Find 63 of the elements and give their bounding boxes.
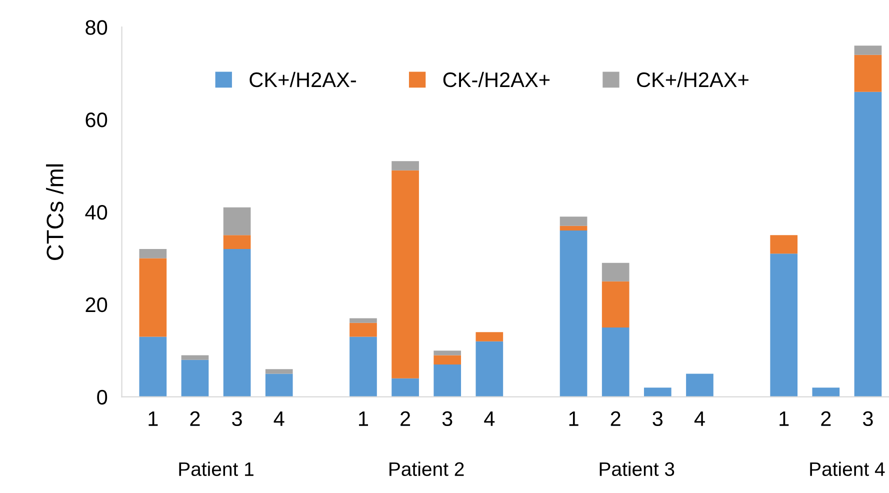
- x-tick-label: 4: [274, 412, 284, 426]
- bar: [392, 161, 419, 170]
- bar: [223, 248, 251, 397]
- bar: [223, 207, 251, 236]
- y-tick-label: 60: [86, 112, 108, 128]
- x-tick-label: 2: [821, 411, 831, 426]
- x-tick-label: 1: [359, 412, 368, 426]
- x-tick-label: 1: [569, 412, 578, 426]
- legend-label: CK+/H2AX+: [637, 72, 748, 88]
- bar: [350, 336, 377, 397]
- bar: [602, 281, 630, 328]
- bar: [139, 248, 167, 258]
- bar: [392, 378, 419, 397]
- bar: [854, 54, 882, 92]
- y-tick-label: 0: [97, 390, 108, 405]
- bar: [350, 318, 377, 323]
- bar: [139, 258, 167, 337]
- bar: [181, 355, 209, 360]
- text: Patient 4: [810, 462, 885, 476]
- bar: [812, 388, 840, 397]
- x-tick-label: 4: [484, 412, 495, 426]
- y-tick-label: 80: [86, 20, 108, 35]
- x-tick-label: 3: [652, 411, 663, 426]
- bar: [770, 235, 798, 254]
- y-tick-label: 40: [85, 204, 108, 220]
- bar: [265, 369, 293, 374]
- bar: [560, 216, 588, 226]
- x-tick-label: 1: [780, 412, 789, 426]
- bar: [434, 364, 462, 397]
- bar: [265, 374, 293, 397]
- bar: [770, 254, 798, 397]
- bar: [644, 388, 672, 397]
- text: Patient 1: [179, 462, 254, 476]
- x-tick-label: 2: [190, 411, 200, 426]
- bar: [560, 230, 588, 397]
- x-tick-label: 1: [148, 412, 158, 426]
- bar: [476, 332, 504, 342]
- bar: [686, 374, 714, 397]
- x-tick-label: 3: [862, 411, 873, 426]
- x-tick-label: 3: [232, 411, 242, 426]
- bar: [350, 322, 377, 337]
- bar: [602, 262, 630, 282]
- bar: [223, 235, 251, 249]
- bar: [434, 350, 462, 356]
- legend-label: CK+/H2AX-: [250, 72, 356, 88]
- bar: [181, 360, 209, 397]
- bar: [139, 336, 167, 397]
- bar: [602, 328, 630, 397]
- x-tick-label: 2: [610, 411, 620, 426]
- y-axis-title: CTCs /ml: [46, 164, 64, 260]
- legend-label: CK-/H2AX+: [443, 72, 550, 88]
- bar: [434, 355, 462, 365]
- x-tick-label: 2: [400, 411, 410, 426]
- y-tick-label: 20: [86, 297, 108, 312]
- bar: [476, 341, 504, 397]
- bar: [854, 46, 882, 55]
- text: Patient 3: [600, 462, 674, 476]
- bar: [854, 92, 882, 397]
- bar: [392, 170, 419, 378]
- x-tick-label: 4: [694, 412, 705, 426]
- x-tick-label: 3: [442, 411, 452, 426]
- text: Patient 2: [390, 462, 464, 476]
- bar: [560, 226, 588, 230]
